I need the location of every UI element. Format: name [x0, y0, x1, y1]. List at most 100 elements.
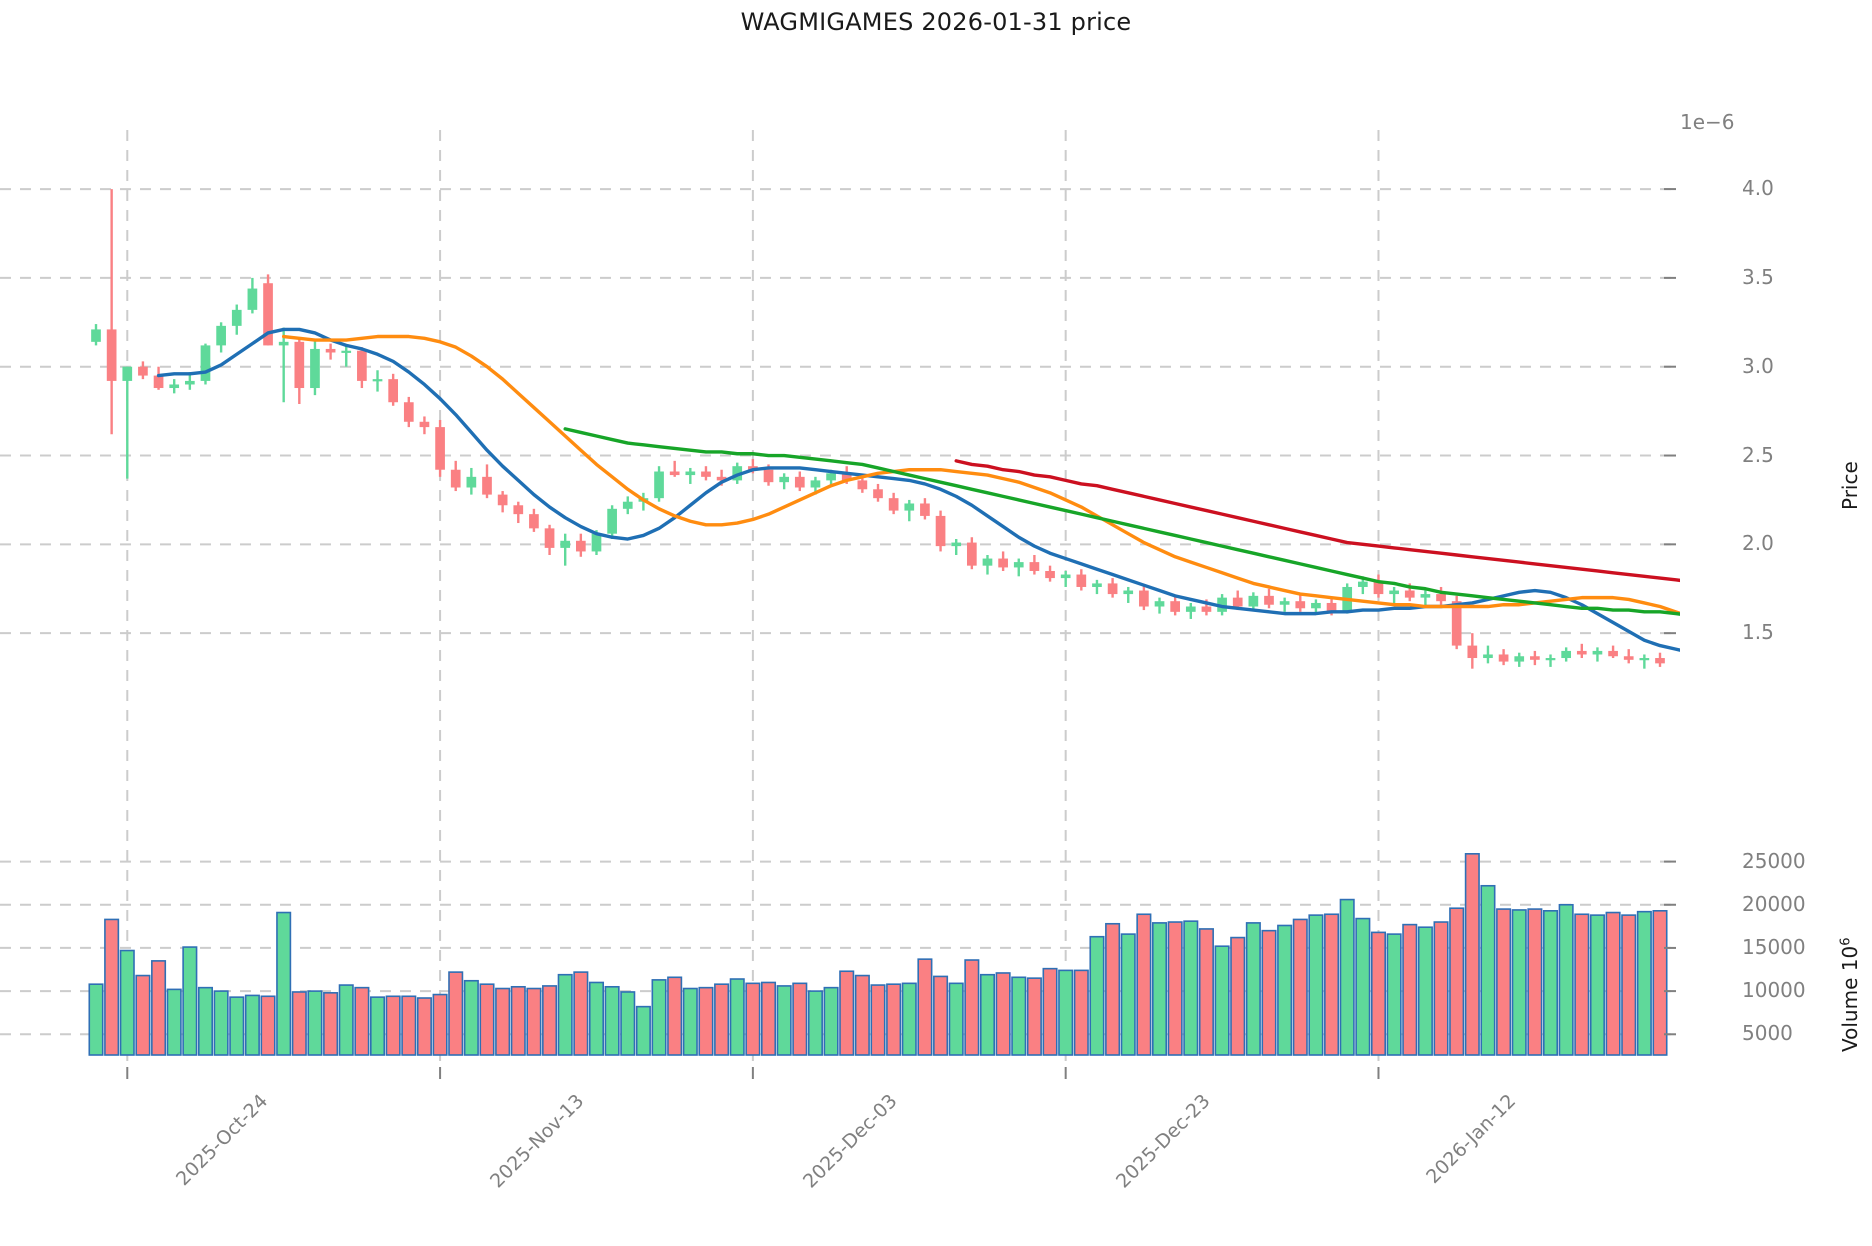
volume-bar: [307, 990, 323, 1056]
candle-body: [826, 473, 836, 481]
volume-bar: [182, 946, 198, 1056]
volume-tick-label: 5000: [1742, 1021, 1793, 1046]
plot-area: [0, 130, 1680, 1120]
candle-body: [716, 476, 727, 481]
candle-body: [1123, 590, 1134, 595]
volume-bar: [1449, 907, 1465, 1056]
candle-body: [779, 476, 790, 483]
candle-body: [325, 348, 336, 353]
candle-body: [497, 494, 508, 506]
candle-body: [1436, 594, 1446, 602]
candle-body: [966, 542, 977, 566]
candle-body: [1655, 658, 1665, 664]
volume-bar: [1214, 945, 1230, 1056]
volume-bar: [1417, 926, 1433, 1056]
price-tick-label: 3.5: [1742, 264, 1774, 289]
candle-body: [1623, 656, 1634, 660]
chart-canvas: [0, 130, 1680, 1079]
candle-body: [1311, 602, 1321, 609]
volume-axis-title-text: Volume: [1838, 971, 1862, 1053]
volume-bar: [667, 976, 683, 1056]
gridlines: [0, 130, 1672, 1067]
volume-tick-label: 15000: [1742, 934, 1806, 959]
volume-bar: [964, 959, 980, 1056]
volume-bar: [1589, 914, 1605, 1056]
candle-body: [857, 480, 868, 490]
volume-bar: [166, 988, 182, 1056]
candle-body: [1154, 601, 1165, 607]
candle-body: [1107, 583, 1118, 595]
candle-body: [310, 348, 320, 389]
candle-body: [748, 466, 758, 470]
candle-body: [1576, 650, 1587, 655]
volume-bar: [135, 974, 151, 1056]
volume-bar: [1198, 928, 1214, 1056]
volume-bar: [542, 985, 558, 1056]
volume-bar: [917, 958, 933, 1056]
volume-bar: [714, 983, 730, 1056]
candle-body: [1545, 658, 1556, 661]
volume-bar: [1542, 910, 1559, 1056]
volume-bar: [151, 960, 167, 1056]
volume-bar: [119, 949, 135, 1056]
candle-body: [466, 476, 477, 488]
volume-bar: [557, 973, 573, 1056]
volume-bar: [823, 986, 839, 1056]
volume-bar: [1480, 884, 1496, 1056]
candle-body: [1561, 650, 1572, 659]
candle-body: [341, 350, 352, 353]
volume-bar: [104, 918, 120, 1056]
candle-body: [513, 505, 524, 515]
candle-body: [1373, 581, 1384, 595]
volume-bar: [1636, 910, 1652, 1056]
volume-bar: [338, 984, 354, 1056]
volume-tick-label: 20000: [1742, 891, 1806, 916]
volume-bar: [260, 995, 276, 1056]
volume-series: [88, 853, 1668, 1056]
price-tick-label: 2.0: [1742, 531, 1774, 556]
volume-bar: [729, 978, 745, 1056]
candle-body: [654, 471, 664, 499]
volume-bar: [432, 993, 448, 1056]
volume-bar: [1339, 898, 1355, 1056]
candle-body: [1498, 654, 1509, 662]
candle-body: [1029, 562, 1040, 571]
candle-body: [263, 283, 273, 346]
volume-bar: [792, 982, 808, 1056]
volume-bar: [1261, 929, 1277, 1056]
volume-bar: [886, 983, 902, 1056]
candle-body: [920, 503, 930, 516]
candle-body: [544, 528, 555, 548]
volume-bar: [1105, 922, 1121, 1056]
candle-body: [482, 476, 492, 495]
candle-body: [873, 489, 883, 499]
price-tick-label: 3.0: [1742, 353, 1774, 378]
volume-bar: [620, 991, 636, 1056]
volume-bar: [1511, 909, 1527, 1056]
volume-bar: [244, 994, 260, 1056]
candle-body: [1404, 590, 1415, 598]
volume-bar: [1605, 911, 1621, 1056]
volume-bar: [635, 1005, 651, 1056]
volume-bar: [1621, 914, 1637, 1056]
candle-body: [231, 309, 242, 326]
candle-body: [1170, 601, 1181, 612]
volume-bar: [1073, 969, 1089, 1056]
volume-bar: [1026, 977, 1042, 1056]
volume-bar: [651, 979, 667, 1056]
volume-bar: [1230, 936, 1246, 1056]
price-tick-label: 2.5: [1742, 442, 1774, 467]
candle-body: [998, 558, 1008, 568]
candle-body: [888, 498, 899, 511]
volume-bar: [276, 911, 292, 1056]
candle-body: [122, 366, 133, 381]
candle-body: [388, 379, 399, 403]
candle-body: [982, 558, 993, 566]
volume-bar: [1183, 920, 1199, 1056]
candle-body: [1467, 645, 1478, 659]
volume-bar: [1292, 918, 1308, 1056]
ma-line-ma-long: [563, 427, 1680, 616]
candle-body: [216, 325, 226, 346]
volume-bar: [854, 974, 870, 1056]
